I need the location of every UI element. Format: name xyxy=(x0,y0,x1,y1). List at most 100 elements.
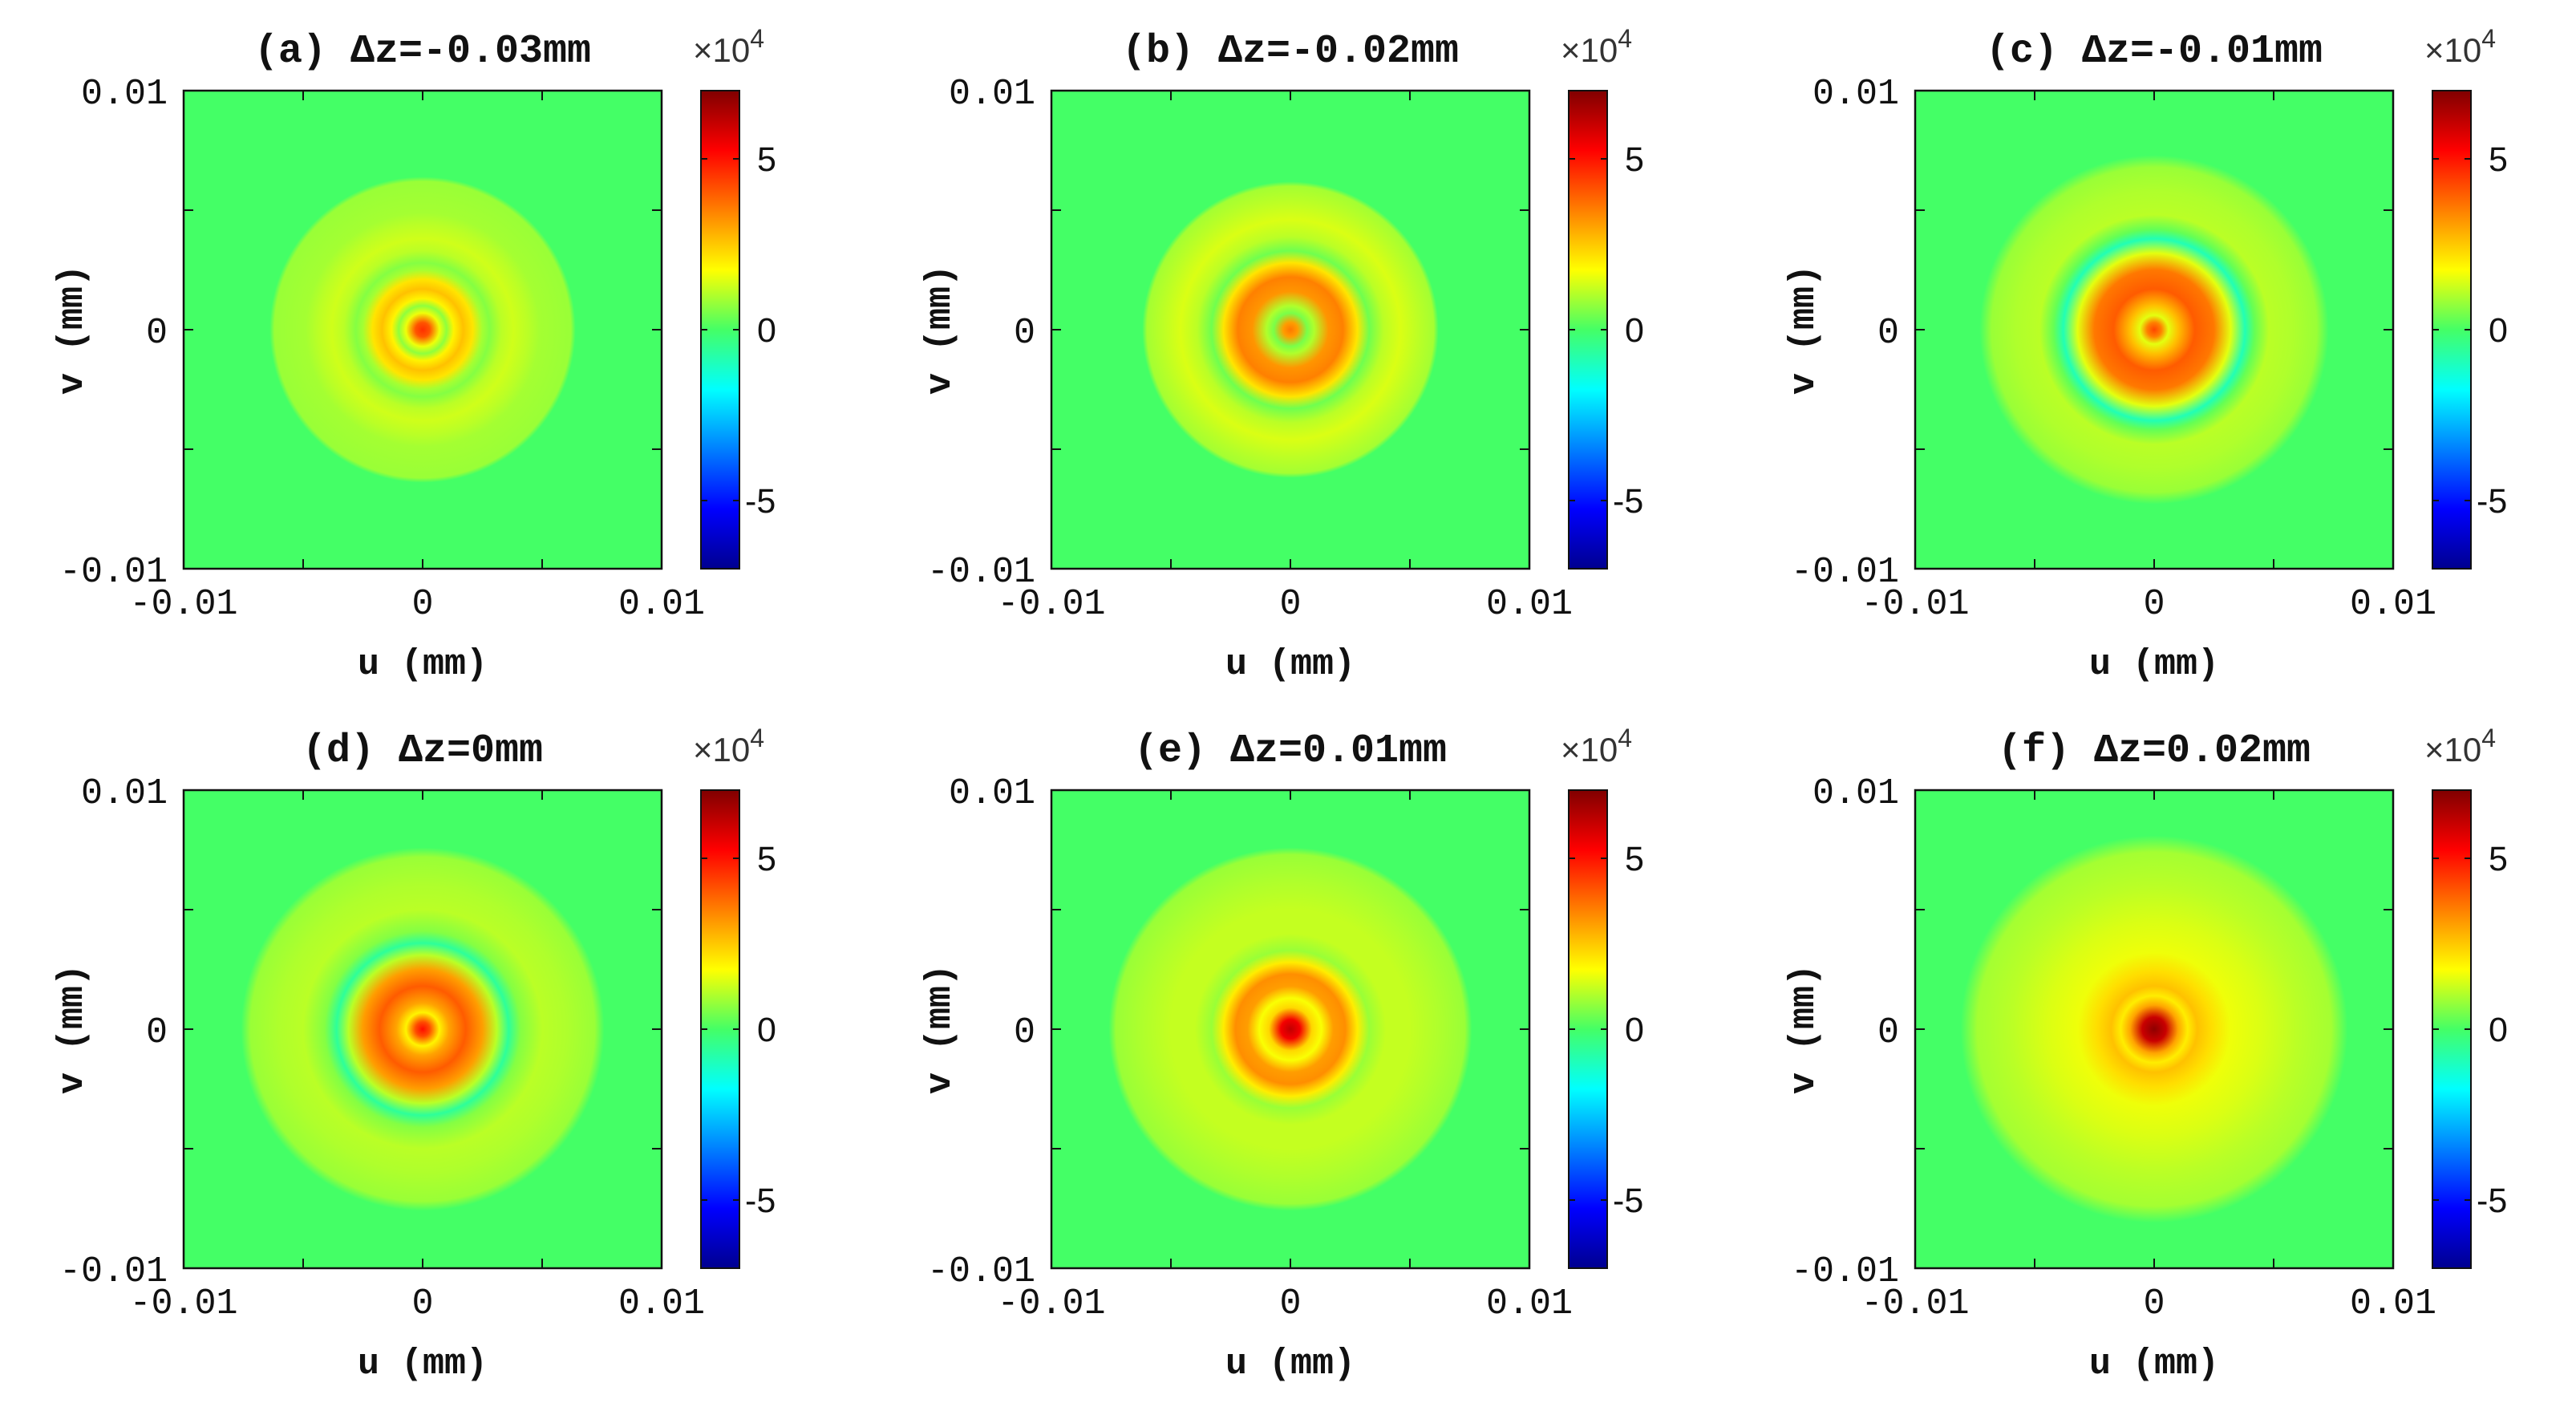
colorbar-tick-label: -5 xyxy=(745,1182,776,1220)
colorbar-tick-label: -5 xyxy=(745,482,776,521)
colorbar-tick-label: -5 xyxy=(1613,482,1643,521)
colorbar-tick-label: -5 xyxy=(2477,482,2507,521)
y-tick-label: 0.01 xyxy=(81,74,168,115)
x-tick-label: 0 xyxy=(1279,1283,1301,1324)
y-axis-label: v (mm) xyxy=(52,964,93,1094)
x-tick-label: 0 xyxy=(2143,1283,2165,1324)
panel-f: (f) Δz=0.02mm -0.01 0 0.01 0.01 0 -0.01 … xyxy=(1784,724,2508,1385)
intensity-field xyxy=(269,176,576,483)
y-axis-label: v (mm) xyxy=(52,265,93,395)
heatmap-rings xyxy=(269,176,576,483)
colorbar-exponent: ×104 xyxy=(1561,724,1632,768)
y-axis-label: v (mm) xyxy=(1784,265,1825,395)
x-tick-label: -0.01 xyxy=(997,1283,1105,1324)
x-tick-label: -0.01 xyxy=(1861,584,1969,625)
x-tick-label: -0.01 xyxy=(129,1283,237,1324)
y-tick-label: -0.01 xyxy=(1791,552,1899,593)
x-tick-label: 0.01 xyxy=(2350,1283,2436,1324)
panel-title: (e) Δz=0.01mm xyxy=(1134,728,1447,774)
y-tick-label: -0.01 xyxy=(59,1251,168,1292)
x-tick-label: 0.01 xyxy=(618,584,705,625)
x-tick-label: 0.01 xyxy=(2350,584,2436,625)
x-axis-label: u (mm) xyxy=(2089,1344,2219,1385)
y-axis-label: v (mm) xyxy=(920,964,961,1094)
colorbar-tick-label: 5 xyxy=(757,840,776,878)
x-axis-label: u (mm) xyxy=(2089,644,2219,685)
x-tick-label: -0.01 xyxy=(997,584,1105,625)
intensity-field xyxy=(1979,155,2329,505)
colorbar-tick-label: 5 xyxy=(2489,140,2508,179)
colorbar-tick-label: 5 xyxy=(1625,840,1644,878)
panel-d: (d) Δz=0mm -0.01 0 0.01 0.01 0 -0.01 u (… xyxy=(52,724,776,1385)
colorbar-tick-label: 0 xyxy=(2489,311,2508,350)
x-axis-label: u (mm) xyxy=(1225,644,1355,685)
colorbar-exponent: ×104 xyxy=(1561,24,1632,69)
y-tick-label: 0.01 xyxy=(1813,74,1899,115)
y-tick-label: 0.01 xyxy=(1813,773,1899,814)
panel-a: (a) Δz=-0.03mm -0.01 0 0.01 0.01 0 -0.01… xyxy=(52,24,776,685)
y-tick-label: 0 xyxy=(146,313,168,354)
intensity-field xyxy=(1960,835,2348,1223)
y-tick-label: -0.01 xyxy=(927,1251,1035,1292)
colorbar-exponent: ×104 xyxy=(693,24,764,69)
colorbar-tick-label: 5 xyxy=(757,140,776,179)
x-tick-label: 0.01 xyxy=(618,1283,705,1324)
colorbar-tick-label: -5 xyxy=(2477,1182,2507,1220)
colorbar: 5 0 -5 ×104 xyxy=(1561,24,1644,570)
colorbar-tick-label: -5 xyxy=(1613,1182,1643,1220)
x-tick-label: 0.01 xyxy=(1486,1283,1573,1324)
y-tick-label: 0 xyxy=(1877,313,1899,354)
x-tick-label: -0.01 xyxy=(129,584,237,625)
y-tick-label: 0 xyxy=(1014,313,1035,354)
x-tick-label: 0 xyxy=(411,584,433,625)
x-axis-label: u (mm) xyxy=(1225,1344,1355,1385)
colorbar-tick-label: 0 xyxy=(1625,311,1644,350)
y-tick-label: 0 xyxy=(1877,1012,1899,1053)
y-tick-label: 0 xyxy=(146,1012,168,1053)
x-axis-label: u (mm) xyxy=(358,1344,488,1385)
panel-title: (d) Δz=0mm xyxy=(302,728,543,774)
x-tick-label: 0 xyxy=(2143,584,2165,625)
colorbar-tick-label: 0 xyxy=(2489,1011,2508,1049)
heatmap-rings xyxy=(241,847,605,1211)
panel-title: (f) Δz=0.02mm xyxy=(1998,728,2311,774)
y-tick-label: 0.01 xyxy=(81,773,168,814)
x-ticks xyxy=(1914,90,2394,570)
intensity-field xyxy=(1108,847,1472,1211)
colorbar: 5 0 -5 ×104 xyxy=(693,724,776,1269)
y-axis-label: v (mm) xyxy=(920,265,961,395)
panel-title: (c) Δz=-0.01mm xyxy=(1986,29,2323,75)
colorbar-tick-label: 0 xyxy=(757,1011,776,1049)
x-tick-label: 0 xyxy=(1279,584,1301,625)
colorbar: 5 0 -5 ×104 xyxy=(2424,724,2508,1269)
y-tick-label: -0.01 xyxy=(927,552,1035,593)
colorbar-exponent: ×104 xyxy=(2424,24,2496,69)
heatmap-rings xyxy=(1108,847,1472,1211)
heatmap-rings xyxy=(1960,835,2348,1223)
x-tick-label: 0.01 xyxy=(1486,584,1573,625)
panel-title: (b) Δz=-0.02mm xyxy=(1122,29,1459,75)
y-tick-label: -0.01 xyxy=(59,552,168,593)
y-tick-label: 0.01 xyxy=(949,773,1035,814)
colorbar-exponent: ×104 xyxy=(2424,724,2496,768)
colorbar-tick-label: 5 xyxy=(2489,840,2508,878)
colorbar-tick-label: 0 xyxy=(1625,1011,1644,1049)
y-axis-label: v (mm) xyxy=(1784,964,1825,1094)
colorbar: 5 0 -5 ×104 xyxy=(1561,724,1644,1269)
x-tick-label: -0.01 xyxy=(1861,1283,1969,1324)
colorbar-tick-label: 0 xyxy=(757,311,776,350)
panel-e: (e) Δz=0.01mm -0.01 0 0.01 0.01 0 -0.01 … xyxy=(920,724,1644,1385)
x-ticks xyxy=(183,789,662,1269)
colorbar-tick-label: 5 xyxy=(1625,140,1644,179)
colorbar: 5 0 -5 ×104 xyxy=(693,24,776,570)
y-tick-label: 0 xyxy=(1014,1012,1035,1053)
y-tick-label: 0.01 xyxy=(949,74,1035,115)
x-tick-label: 0 xyxy=(411,1283,433,1324)
x-ticks xyxy=(1914,789,2394,1269)
intensity-field xyxy=(241,847,605,1211)
heatmap-rings xyxy=(1979,155,2329,505)
colorbar-exponent: ×104 xyxy=(693,724,764,768)
panel-c: (c) Δz=-0.01mm -0.01 0 0.01 0.01 0 -0.01… xyxy=(1784,24,2508,685)
